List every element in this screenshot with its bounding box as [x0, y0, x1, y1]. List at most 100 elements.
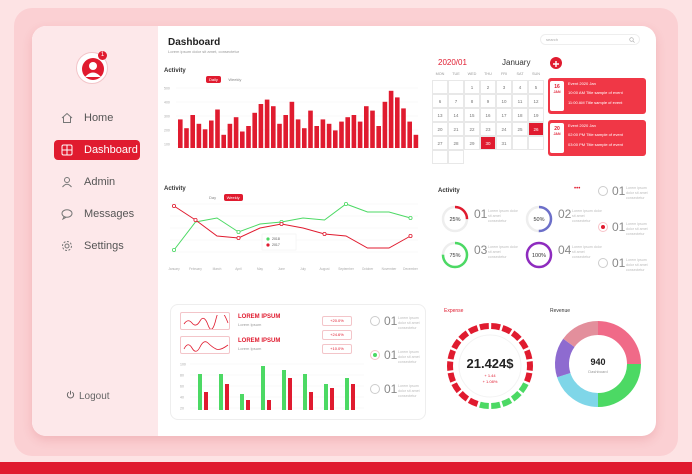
calendar-day[interactable]: 16: [480, 108, 496, 122]
calendar-day[interactable]: 11: [512, 94, 528, 108]
calendar-day[interactable]: 1: [464, 80, 480, 94]
calendar-day[interactable]: 29: [464, 136, 480, 150]
calendar-day[interactable]: 8: [464, 94, 480, 108]
calendar-day[interactable]: 2: [480, 80, 496, 94]
sidebar-item-messages[interactable]: Messages: [54, 204, 140, 224]
sidebar-item-home[interactable]: Home: [54, 108, 140, 128]
user-avatar-icon: [82, 58, 104, 80]
calendar-day[interactable]: [448, 150, 464, 164]
donut-slice: [555, 338, 575, 378]
calendar-day[interactable]: 3: [496, 80, 512, 94]
event-date: 20 JAN: [550, 123, 564, 153]
bar: [308, 110, 313, 148]
event-card[interactable]: 20 JAN Event 2020 Jan 02:00 PM Title sample…: [548, 120, 646, 156]
bar: [395, 97, 400, 148]
point: [236, 230, 241, 235]
bar: [314, 126, 319, 148]
sidebar-item-dashboard[interactable]: Dashboard: [54, 140, 140, 160]
weekday-label: WED: [467, 72, 477, 76]
sidebar-item-settings[interactable]: Settings: [54, 236, 140, 256]
event-text: 10:00 AM Title sample of event: [568, 90, 623, 95]
power-icon: [66, 390, 75, 402]
notification-badge: 1: [98, 51, 107, 60]
sidebar-item-label: Admin: [84, 176, 116, 188]
event-card[interactable]: 16 JAN Event 2020 Jan 10:00 AM Title sample…: [548, 78, 646, 114]
calendar-day[interactable]: 4: [512, 80, 528, 94]
calendar-day[interactable]: 24: [496, 122, 512, 136]
toggle-weekly[interactable]: Weekly: [223, 194, 243, 201]
bar: [283, 115, 288, 148]
expense-line1: + 1.44: [484, 373, 496, 378]
logout-button[interactable]: Logout: [66, 390, 110, 402]
calendar-day[interactable]: 17: [496, 108, 512, 122]
page-subtitle: Lorem ipsum dolor sit amet, consectetur: [168, 49, 240, 54]
gauge-segment: [467, 397, 479, 407]
calendar-day[interactable]: 25: [512, 122, 528, 136]
lorem-sub: Lorem Ipsum: [238, 346, 262, 351]
calendar-day[interactable]: [432, 150, 448, 164]
activity-radio[interactable]: [598, 186, 608, 196]
calendar-day[interactable]: 22: [464, 122, 480, 136]
summary-radio[interactable]: [370, 316, 380, 326]
x-tick-label: May: [257, 267, 263, 271]
calendar-day[interactable]: 19: [528, 108, 544, 122]
gauge-segment: [518, 382, 529, 394]
add-event-button[interactable]: [550, 57, 562, 69]
calendar-day[interactable]: 5: [528, 80, 544, 94]
sidebar-item-admin[interactable]: Admin: [54, 172, 140, 192]
point: [408, 215, 413, 220]
donut-slice: [597, 363, 641, 407]
bar: [303, 374, 307, 410]
gauge-segment: [510, 391, 522, 402]
summary-radio[interactable]: [370, 350, 380, 360]
bar: [246, 126, 251, 148]
summary-radio[interactable]: [370, 384, 380, 394]
calendar-day[interactable]: 23: [480, 122, 496, 136]
bar: [333, 130, 338, 148]
toggle-weekly[interactable]: Weekly: [228, 77, 242, 82]
gauge-segment: [479, 401, 489, 409]
toggle-day[interactable]: Day: [209, 195, 217, 200]
gauge-segment: [458, 330, 470, 341]
calendar-day[interactable]: 6: [432, 94, 448, 108]
search-input[interactable]: search: [540, 34, 640, 45]
activity-radio[interactable]: [598, 222, 608, 232]
calendar-day[interactable]: 12: [528, 94, 544, 108]
calendar-day[interactable]: [448, 80, 464, 94]
activity-bar-chart: 500 400 300 200 100: [164, 87, 419, 148]
calendar-day[interactable]: 28: [448, 136, 464, 150]
grid-icon: [60, 143, 74, 157]
bar: [309, 392, 313, 410]
legend-swatch: [266, 237, 270, 241]
calendar-day[interactable]: 7: [448, 94, 464, 108]
bar: [252, 112, 257, 148]
calendar-day[interactable]: 10: [496, 94, 512, 108]
bar: [184, 128, 189, 148]
percent-badge: +24.6%: [322, 330, 352, 340]
radio-desc: Lorem ipsum dolor sit amet consectetur: [626, 258, 648, 272]
more-icon[interactable]: •••: [574, 186, 581, 192]
calendar-day[interactable]: 13: [432, 108, 448, 122]
bar: [246, 400, 250, 410]
calendar-day[interactable]: [512, 136, 528, 150]
calendar-day[interactable]: 20: [432, 122, 448, 136]
calendar-day[interactable]: 21: [448, 122, 464, 136]
radio-number: 01: [384, 348, 398, 362]
calendar-day[interactable]: 15: [464, 108, 480, 122]
calendar-day[interactable]: 9: [480, 94, 496, 108]
gauge-segment: [518, 338, 529, 350]
calendar-day[interactable]: [432, 80, 448, 94]
calendar-day[interactable]: 30: [480, 136, 496, 150]
bar: [227, 123, 233, 148]
calendar-day[interactable]: 26: [528, 122, 544, 136]
toggle-daily[interactable]: Daily: [206, 76, 221, 83]
activity-radio[interactable]: [598, 258, 608, 268]
calendar-day[interactable]: [528, 136, 544, 150]
donut-slice: [597, 321, 641, 365]
calendar-day[interactable]: 27: [432, 136, 448, 150]
calendar-day[interactable]: 14: [448, 108, 464, 122]
ring-progress: [525, 205, 553, 233]
bar: [326, 123, 332, 148]
calendar-day[interactable]: 18: [512, 108, 528, 122]
calendar-day[interactable]: 31: [496, 136, 512, 150]
